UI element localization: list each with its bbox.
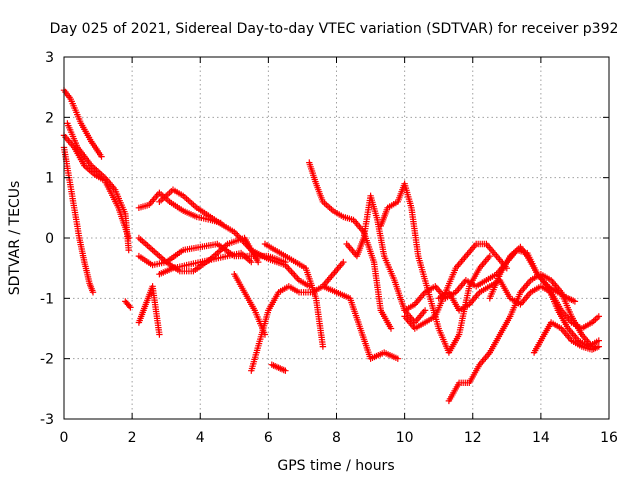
series-track-24 [530, 319, 602, 356]
series-track-9 [135, 283, 163, 338]
series-track-14 [268, 361, 289, 374]
y-tick-label: 1 [45, 171, 54, 187]
series-track-16 [306, 159, 395, 332]
x-tick-label: 6 [264, 430, 273, 446]
y-axis-label: SDTVAR / TECUs [7, 181, 23, 296]
data-marks [60, 87, 602, 405]
data-point-plus [343, 192, 429, 326]
y-tick-label: 0 [45, 231, 54, 247]
data-point-plus [156, 186, 313, 290]
data-point-plus [530, 319, 602, 356]
data-point-plus [306, 159, 395, 332]
series-track-4 [64, 120, 132, 254]
series-track-10 [156, 186, 313, 290]
x-tick-label: 12 [464, 430, 482, 446]
series-track-19 [377, 180, 493, 356]
series-track-22 [435, 277, 602, 332]
series-track-11 [156, 249, 255, 278]
series-track-25 [401, 240, 510, 332]
series-track-15 [261, 240, 327, 350]
data-point-plus [248, 258, 347, 374]
data-point-plus [156, 249, 255, 278]
x-tick-label: 8 [332, 430, 341, 446]
x-axis-label: GPS time / hours [277, 458, 394, 474]
series-track-17 [343, 192, 429, 326]
data-point-plus [268, 361, 289, 374]
data-point-plus [401, 240, 510, 332]
x-tick-label: 2 [128, 430, 137, 446]
chart-title: Day 025 of 2021, Sidereal Day-to-day VTE… [50, 21, 619, 37]
data-point-plus [435, 277, 602, 332]
y-tick-label: -3 [40, 412, 54, 428]
data-point-plus [64, 120, 132, 254]
data-point-plus [319, 283, 401, 362]
data-point-plus [377, 180, 493, 356]
x-tick-label: 10 [396, 430, 414, 446]
series-track-5 [122, 298, 134, 311]
y-tick-label: 3 [45, 50, 54, 66]
series-track-23 [486, 243, 602, 350]
y-tick-label: 2 [45, 110, 54, 126]
x-tick-label: 0 [60, 430, 69, 446]
data-point-plus [261, 240, 327, 350]
y-tick-label: -1 [40, 291, 54, 307]
series-track-13 [248, 258, 347, 374]
y-tick-label: -2 [40, 352, 54, 368]
data-point-plus [486, 243, 602, 350]
series-track-18 [319, 283, 401, 362]
data-point-plus [122, 298, 134, 311]
x-tick-label: 16 [600, 430, 618, 446]
data-point-plus [135, 283, 163, 338]
x-tick-label: 4 [196, 430, 205, 446]
grid [64, 57, 609, 419]
x-tick-label: 14 [532, 430, 550, 446]
